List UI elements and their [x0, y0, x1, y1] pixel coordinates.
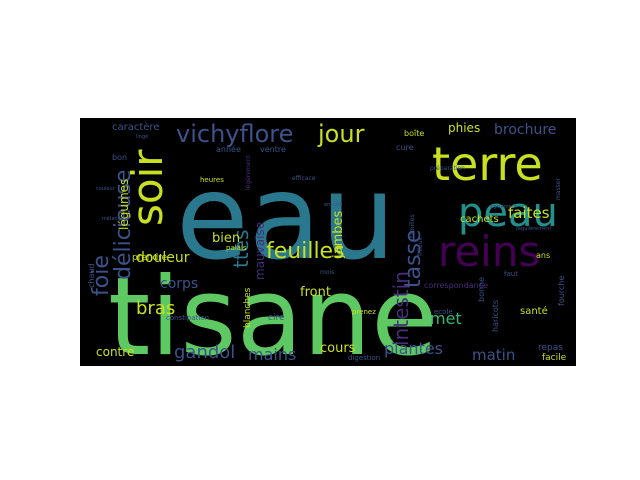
cloud-word: faut [504, 270, 518, 278]
cloud-word: bien [212, 231, 240, 246]
cloud-word: soir [123, 149, 172, 226]
cloud-word: prendre [132, 253, 168, 263]
cloud-word: frileux [417, 237, 424, 256]
cloud-word: ventre [260, 145, 286, 154]
cloud-word: boîte [404, 129, 424, 138]
cloud-word: feuilles [266, 239, 345, 264]
cloud-word: faites [508, 204, 550, 222]
cloud-word: délicieuse [111, 170, 136, 280]
cloud-word: matin [472, 346, 515, 364]
cloud-word: ensuite [324, 202, 342, 208]
cloud-word: ecole [434, 308, 453, 316]
cloud-word: mois [320, 269, 334, 276]
cloud-word: facile [542, 353, 567, 363]
cloud-word: peau [458, 190, 558, 236]
cloud-word: ttes [229, 230, 253, 268]
cloud-word: cire [268, 313, 285, 323]
cloud-word: mains [248, 345, 296, 364]
cloud-word: jour [317, 120, 365, 148]
cloud-word: mélange [102, 215, 124, 222]
cloud-word: ans [536, 251, 550, 260]
cloud-word: légumes [117, 179, 131, 230]
cloud-word: caractère [112, 121, 159, 133]
cloud-word: douleur [136, 250, 190, 266]
cloud-word: brochure [494, 122, 556, 138]
cloud-word: masser [555, 178, 562, 200]
cloud-word: plantes [384, 339, 443, 358]
cloud-word: vichyflore [176, 120, 293, 148]
cloud-word: eau [176, 148, 396, 286]
cloud-word: heures [200, 176, 224, 184]
cloud-word: front [300, 285, 331, 300]
cloud-word: prenez [352, 308, 376, 316]
cloud-word: gandol [174, 342, 235, 363]
cloud-word: blanches [243, 287, 253, 328]
cloud-word: repas [538, 343, 563, 353]
word-cloud: eau tisane terre peau reins soir vichyflore jou… [80, 118, 576, 366]
cloud-word: régulièrement [516, 225, 551, 232]
cloud-word: intestin [389, 271, 413, 346]
cloud-word: terre [432, 137, 543, 191]
cloud-word: haricots [491, 300, 500, 332]
cloud-word: familles [409, 215, 416, 238]
cloud-word: bon [112, 153, 127, 162]
cloud-word: met [430, 309, 462, 328]
cloud-word: cachets [460, 214, 499, 225]
cloud-word: jambes [331, 211, 346, 259]
cloud-word: correspondance [424, 281, 488, 290]
cloud-word: reins [438, 227, 540, 276]
cloud-word: cure [396, 143, 414, 152]
cloud-word: digestion [348, 354, 380, 362]
cloud-word: phies [448, 121, 480, 135]
cloud-word: linge [136, 134, 148, 140]
cloud-word: tasse [401, 229, 426, 288]
cloud-word: année [216, 144, 241, 154]
cloud-word: fourche [557, 276, 566, 306]
cloud-word: corps [160, 276, 198, 292]
cloud-word: santé [520, 305, 548, 317]
cloud-word: légèrement [245, 155, 252, 190]
cloud-word: constipation [166, 314, 209, 322]
cloud-word: palais [226, 244, 247, 252]
cloud-word: contre [96, 345, 134, 359]
cloud-word: bras [136, 298, 175, 319]
cloud-word: mauvaise [253, 222, 267, 280]
cloud-word: cours [320, 341, 356, 356]
cloud-word: préparation [430, 165, 465, 172]
cloud-word: également [490, 203, 517, 210]
cloud-word: chaud [87, 263, 96, 288]
cloud-word: bonne [477, 277, 486, 302]
cloud-word: tisane [108, 255, 438, 366]
cloud-word: foie [89, 255, 114, 296]
cloud-word: efficace [292, 175, 316, 182]
cloud-word: couleur [96, 186, 116, 192]
